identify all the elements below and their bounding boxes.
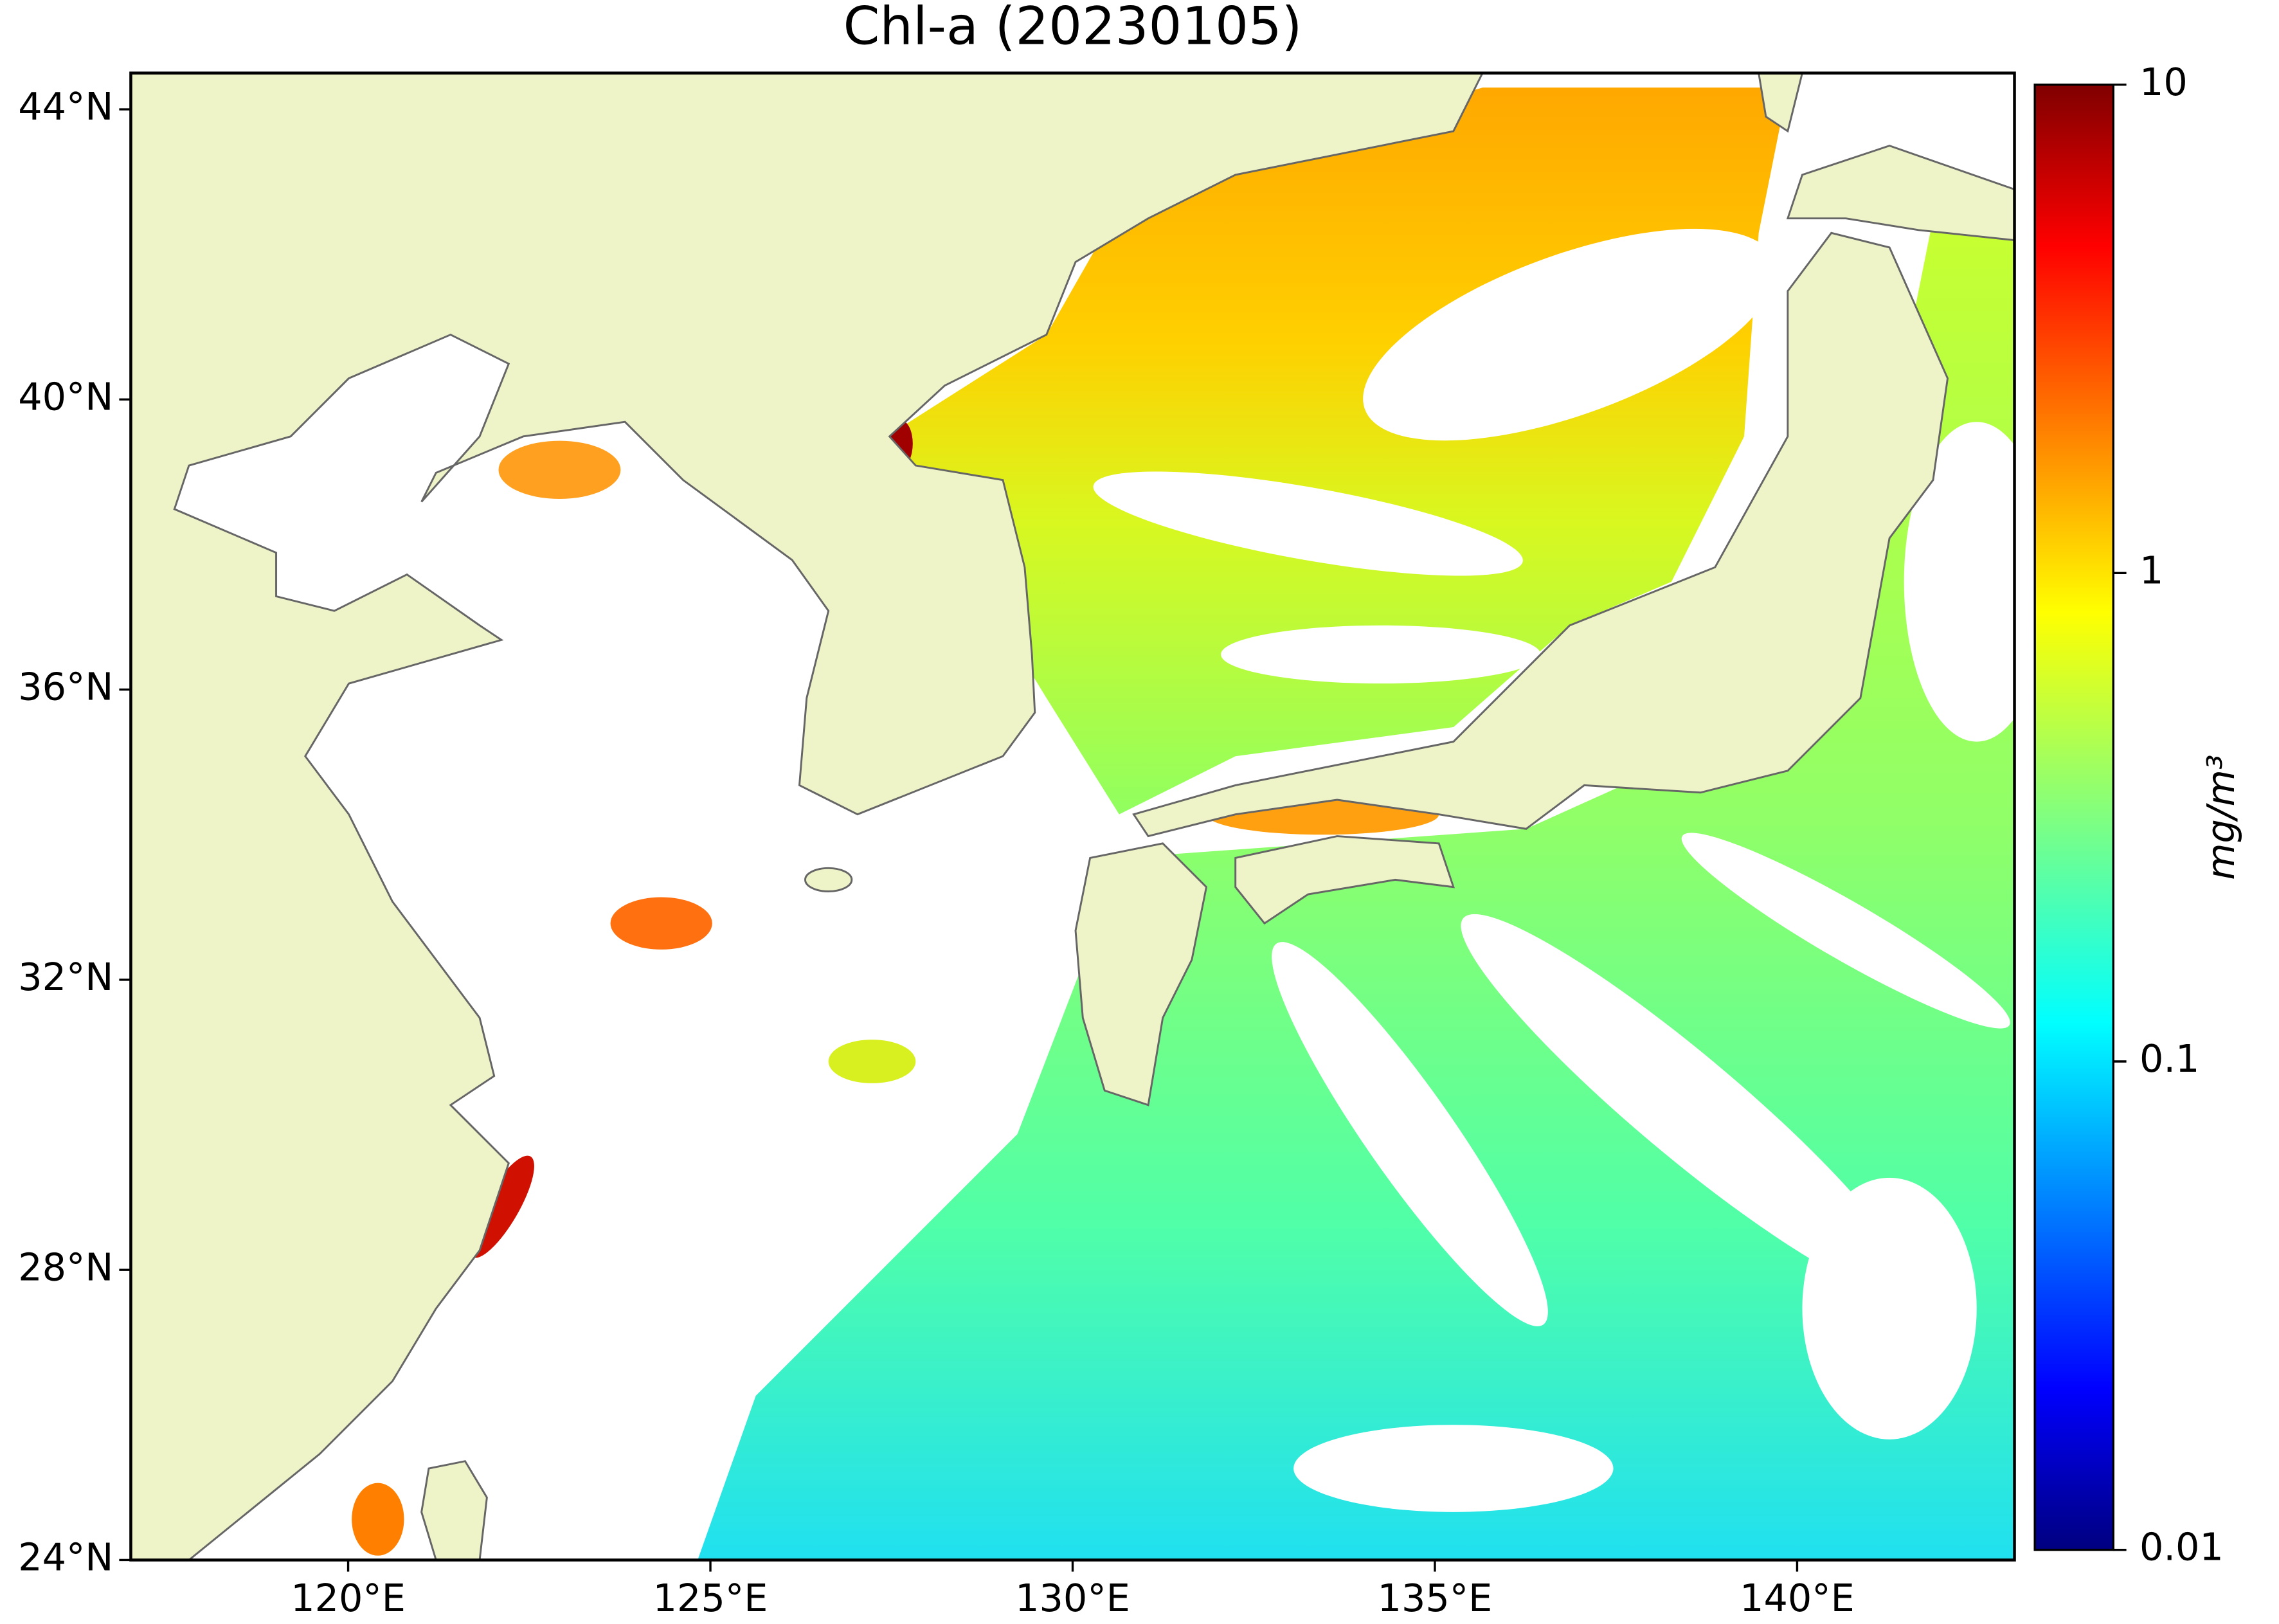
colorbar bbox=[2033, 84, 2114, 1551]
map-area bbox=[131, 73, 2015, 1560]
y-tick-label: 32°N bbox=[18, 955, 113, 999]
y-tick-label: 44°N bbox=[18, 84, 113, 129]
x-tick-label: 125°E bbox=[653, 1576, 768, 1620]
y-tick-label: 40°N bbox=[18, 374, 113, 419]
map-title: Chl-a (20230105) bbox=[843, 0, 1302, 57]
x-tick-label: 135°E bbox=[1378, 1576, 1493, 1620]
y-tick-label: 28°N bbox=[18, 1245, 113, 1289]
colorbar-tick-label: 1 bbox=[2139, 548, 2163, 592]
colorbar-tick-label: 10 bbox=[2139, 60, 2188, 104]
colorbar-tick-label: 0.01 bbox=[2139, 1525, 2224, 1569]
x-tick-label: 130°E bbox=[1015, 1576, 1130, 1620]
clouds bbox=[1093, 228, 2015, 1512]
colorbar-label: mg/m³ bbox=[2199, 755, 2243, 880]
chl-pacific bbox=[698, 218, 2015, 1560]
y-tick-label: 24°N bbox=[18, 1535, 113, 1580]
y-tick-label: 36°N bbox=[18, 665, 113, 709]
x-tick-label: 120°E bbox=[291, 1576, 406, 1620]
colorbar-tick-label: 0.1 bbox=[2139, 1036, 2199, 1081]
land bbox=[131, 73, 2015, 1560]
x-tick-label: 140°E bbox=[1740, 1576, 1855, 1620]
